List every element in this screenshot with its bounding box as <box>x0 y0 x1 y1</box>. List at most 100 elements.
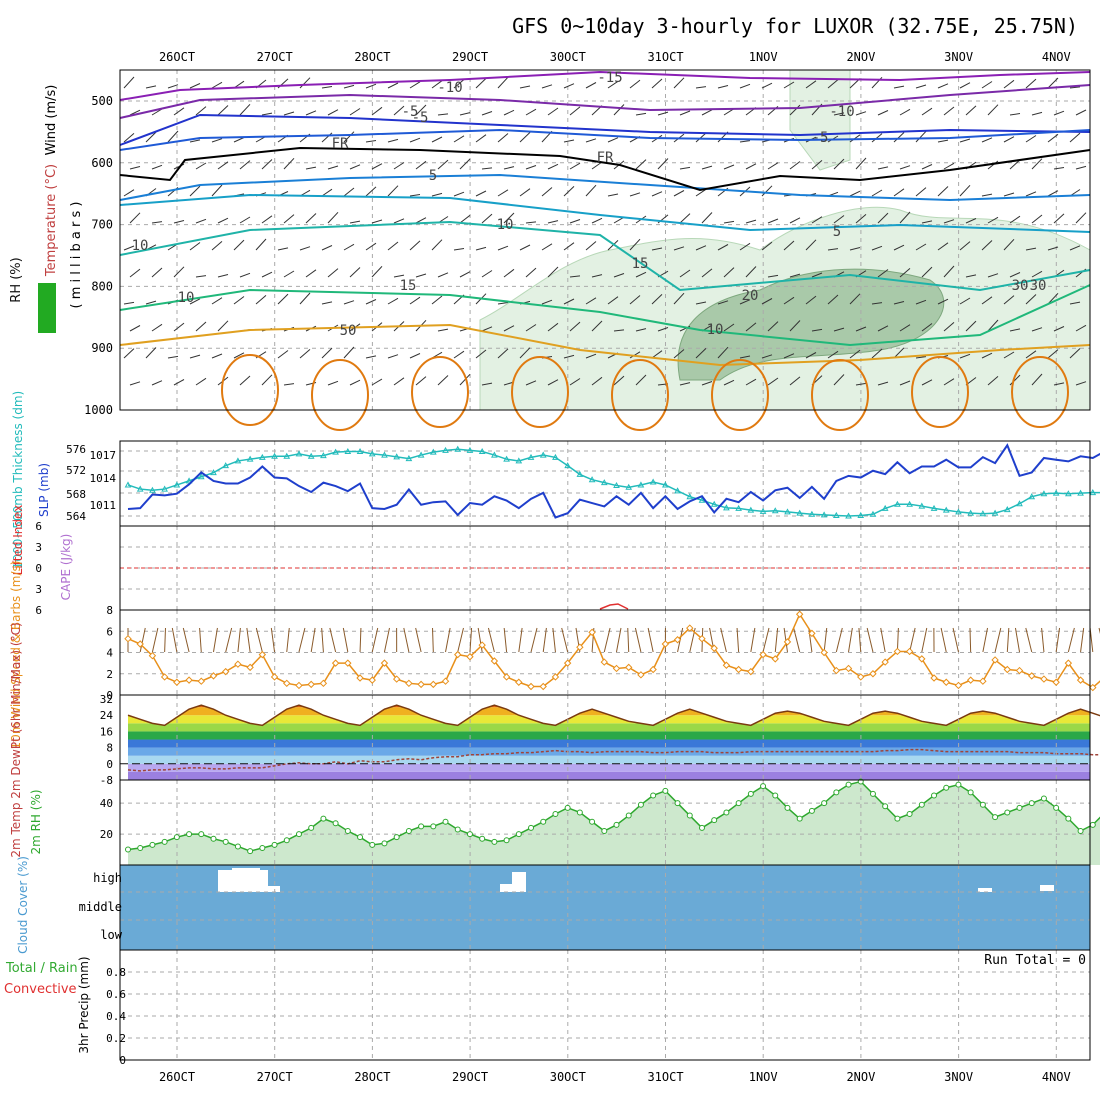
wind-barb <box>563 139 575 143</box>
wind-barb <box>849 349 861 359</box>
wind-barb <box>569 275 581 278</box>
wind-barb <box>717 300 729 305</box>
wind10-point <box>368 676 376 684</box>
wind-barb <box>195 218 207 224</box>
wind-barb <box>745 322 757 332</box>
wind10-point <box>429 680 438 689</box>
thickness-point <box>258 453 266 460</box>
wind-barb <box>123 348 135 359</box>
wind-barb <box>459 373 471 386</box>
wind-barb <box>503 109 515 116</box>
wind10-point <box>234 660 242 668</box>
wind-barb <box>343 84 355 89</box>
wind-barb <box>305 269 317 278</box>
wind-barb <box>937 186 949 197</box>
wind-barb <box>387 185 399 197</box>
wind-barb <box>1025 247 1037 251</box>
wind-barb <box>833 327 845 332</box>
wind-barb <box>701 212 713 224</box>
wind-barb <box>701 268 713 278</box>
wind-barb <box>805 295 817 305</box>
wind-barb <box>123 76 135 89</box>
wind-barb <box>151 267 163 278</box>
wind10-barb <box>518 627 523 653</box>
wind-barb <box>899 267 911 278</box>
wind10-barb <box>634 627 642 653</box>
wind-barb <box>497 302 509 305</box>
wind-barb <box>915 84 927 89</box>
temp-line <box>127 704 1100 727</box>
wind-barb <box>365 242 377 251</box>
wind-barb <box>921 107 933 116</box>
wind10-point <box>673 636 682 644</box>
wind-barb <box>305 110 317 116</box>
wind-barb <box>761 82 773 89</box>
wind-barb <box>651 191 663 197</box>
wind-barb <box>519 347 531 359</box>
wind-barb <box>371 378 383 386</box>
wind-barb <box>409 296 421 305</box>
thickness-point <box>136 485 144 492</box>
wind-barb <box>635 112 647 116</box>
wind-barb <box>981 296 993 305</box>
wind-barb <box>943 219 955 224</box>
wind-barb <box>723 220 735 224</box>
thickness-point <box>637 481 645 488</box>
wind10-point <box>136 640 144 648</box>
wind10-point <box>539 682 547 691</box>
wind-barb <box>503 268 515 278</box>
wind-barb <box>805 239 817 251</box>
thickness-point <box>930 504 938 511</box>
wind-barb <box>299 292 311 305</box>
wind-barb <box>1009 328 1021 332</box>
cloud-gap <box>1040 885 1054 891</box>
temp2m-tick: 8 <box>106 742 113 755</box>
rh2m-point <box>1016 804 1023 811</box>
wind10-barb <box>1006 627 1010 653</box>
wind10-barb <box>171 627 178 653</box>
thickness-point <box>149 486 156 493</box>
wind-barb <box>195 162 207 170</box>
wind10-point <box>991 656 999 664</box>
wind-barb <box>651 78 663 89</box>
wind-barb <box>503 212 515 224</box>
wind-barb <box>739 355 751 359</box>
wind-barb <box>129 109 141 116</box>
date-label-bottom: 1NOV <box>749 1070 778 1084</box>
wind-barb <box>893 85 905 89</box>
wind-barb <box>1047 133 1059 143</box>
wind-barb <box>591 320 603 332</box>
cloud-level-label: high <box>93 871 122 885</box>
wind-barb <box>343 131 355 143</box>
wind-barb <box>629 295 641 305</box>
wind10-point <box>759 650 767 659</box>
wind-barb <box>409 240 421 251</box>
wind-barb <box>151 108 163 116</box>
wind10-point <box>478 641 486 649</box>
thickness-point <box>1003 506 1011 513</box>
rh2m-point <box>125 846 131 853</box>
contour-label: -10 <box>437 80 462 96</box>
wind10-point <box>795 610 804 618</box>
wind-barb <box>189 139 201 143</box>
rh2m-point <box>308 824 315 831</box>
wind-barb <box>195 321 207 332</box>
wind-barb <box>585 82 597 89</box>
cloud-gap <box>218 870 268 892</box>
ylabel-precip-convective: Convective <box>4 982 77 997</box>
wind-barb <box>305 213 317 224</box>
wind10-barb <box>542 627 547 653</box>
wind-barb <box>453 79 465 89</box>
temp-band <box>128 747 1090 756</box>
wind10-point <box>686 624 694 632</box>
warm-cell <box>711 359 769 431</box>
date-label-top: 27OCT <box>257 50 293 64</box>
warm-cell <box>221 354 279 426</box>
cloud-gap <box>268 886 280 892</box>
wind-barb <box>965 218 977 224</box>
thickness-point <box>820 511 828 518</box>
thickness-point <box>796 509 804 516</box>
wind-barb <box>503 325 515 332</box>
wind10-barb <box>286 627 290 653</box>
thickness-point <box>967 509 975 516</box>
